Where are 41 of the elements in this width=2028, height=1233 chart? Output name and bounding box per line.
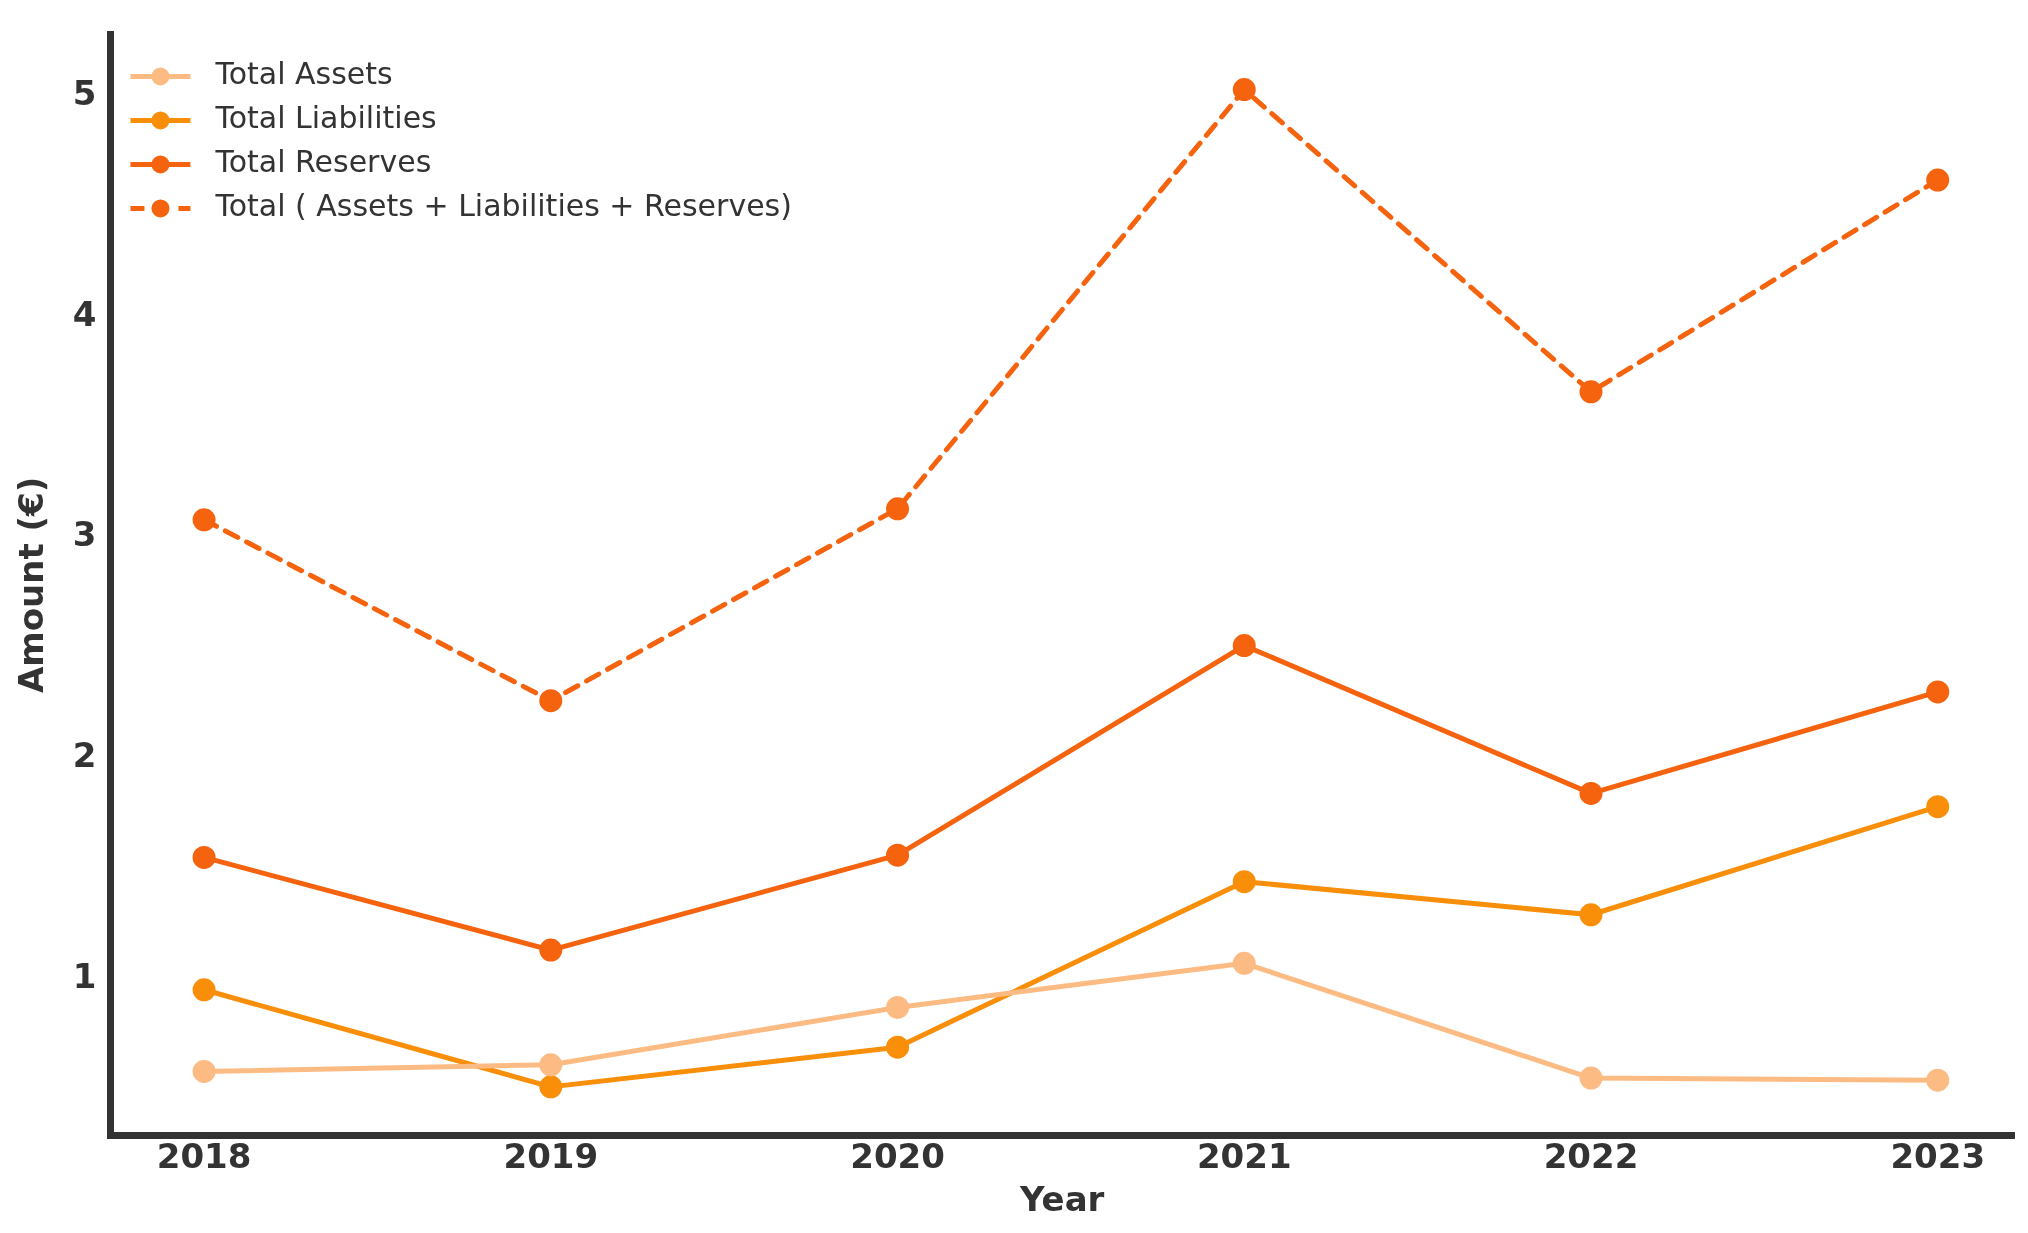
y-tick-label: 1: [72, 955, 97, 996]
point: [192, 978, 216, 1002]
point: [886, 995, 910, 1019]
point: [886, 497, 910, 521]
x-tick-label: 2021: [1196, 1135, 1292, 1176]
point: [1232, 951, 1256, 975]
legend-label: Total Reserves: [214, 144, 432, 180]
point: [886, 1035, 910, 1059]
point: [1926, 168, 1950, 192]
x-tick-label: 2023: [1890, 1135, 1986, 1176]
point: [1579, 380, 1603, 404]
point: [1579, 903, 1603, 927]
point: [539, 938, 563, 962]
y-tick-label: 3: [72, 514, 97, 555]
x-tick-label: 2019: [503, 1135, 599, 1176]
y-axis-title: Amount (€): [11, 476, 52, 694]
legend-label: Total ( Assets + Liabilities + Reserves): [214, 188, 792, 224]
point: [1232, 78, 1256, 102]
x-axis-title: Year: [1019, 1179, 1105, 1220]
point: [886, 843, 910, 867]
point: [1926, 680, 1950, 704]
point: [1579, 1066, 1603, 1090]
point: [539, 689, 563, 713]
x-tick-label: 2018: [156, 1135, 252, 1176]
x-tick-label: 2022: [1543, 1135, 1639, 1176]
point: [1926, 795, 1950, 819]
point: [192, 1059, 216, 1083]
x-tick-label: 2020: [850, 1135, 945, 1176]
point: [192, 508, 216, 532]
point: [1232, 870, 1256, 894]
legend-label: Total Assets: [214, 56, 393, 92]
y-tick-label: 4: [72, 293, 97, 334]
point: [539, 1075, 563, 1099]
y-tick-label: 5: [72, 73, 97, 114]
point: [539, 1053, 563, 1077]
y-tick-label: 2: [72, 734, 97, 775]
point: [1232, 634, 1256, 658]
legend-label: Total Liabilities: [214, 100, 437, 136]
point: [1926, 1068, 1950, 1092]
point: [192, 845, 216, 869]
point: [1579, 781, 1603, 805]
